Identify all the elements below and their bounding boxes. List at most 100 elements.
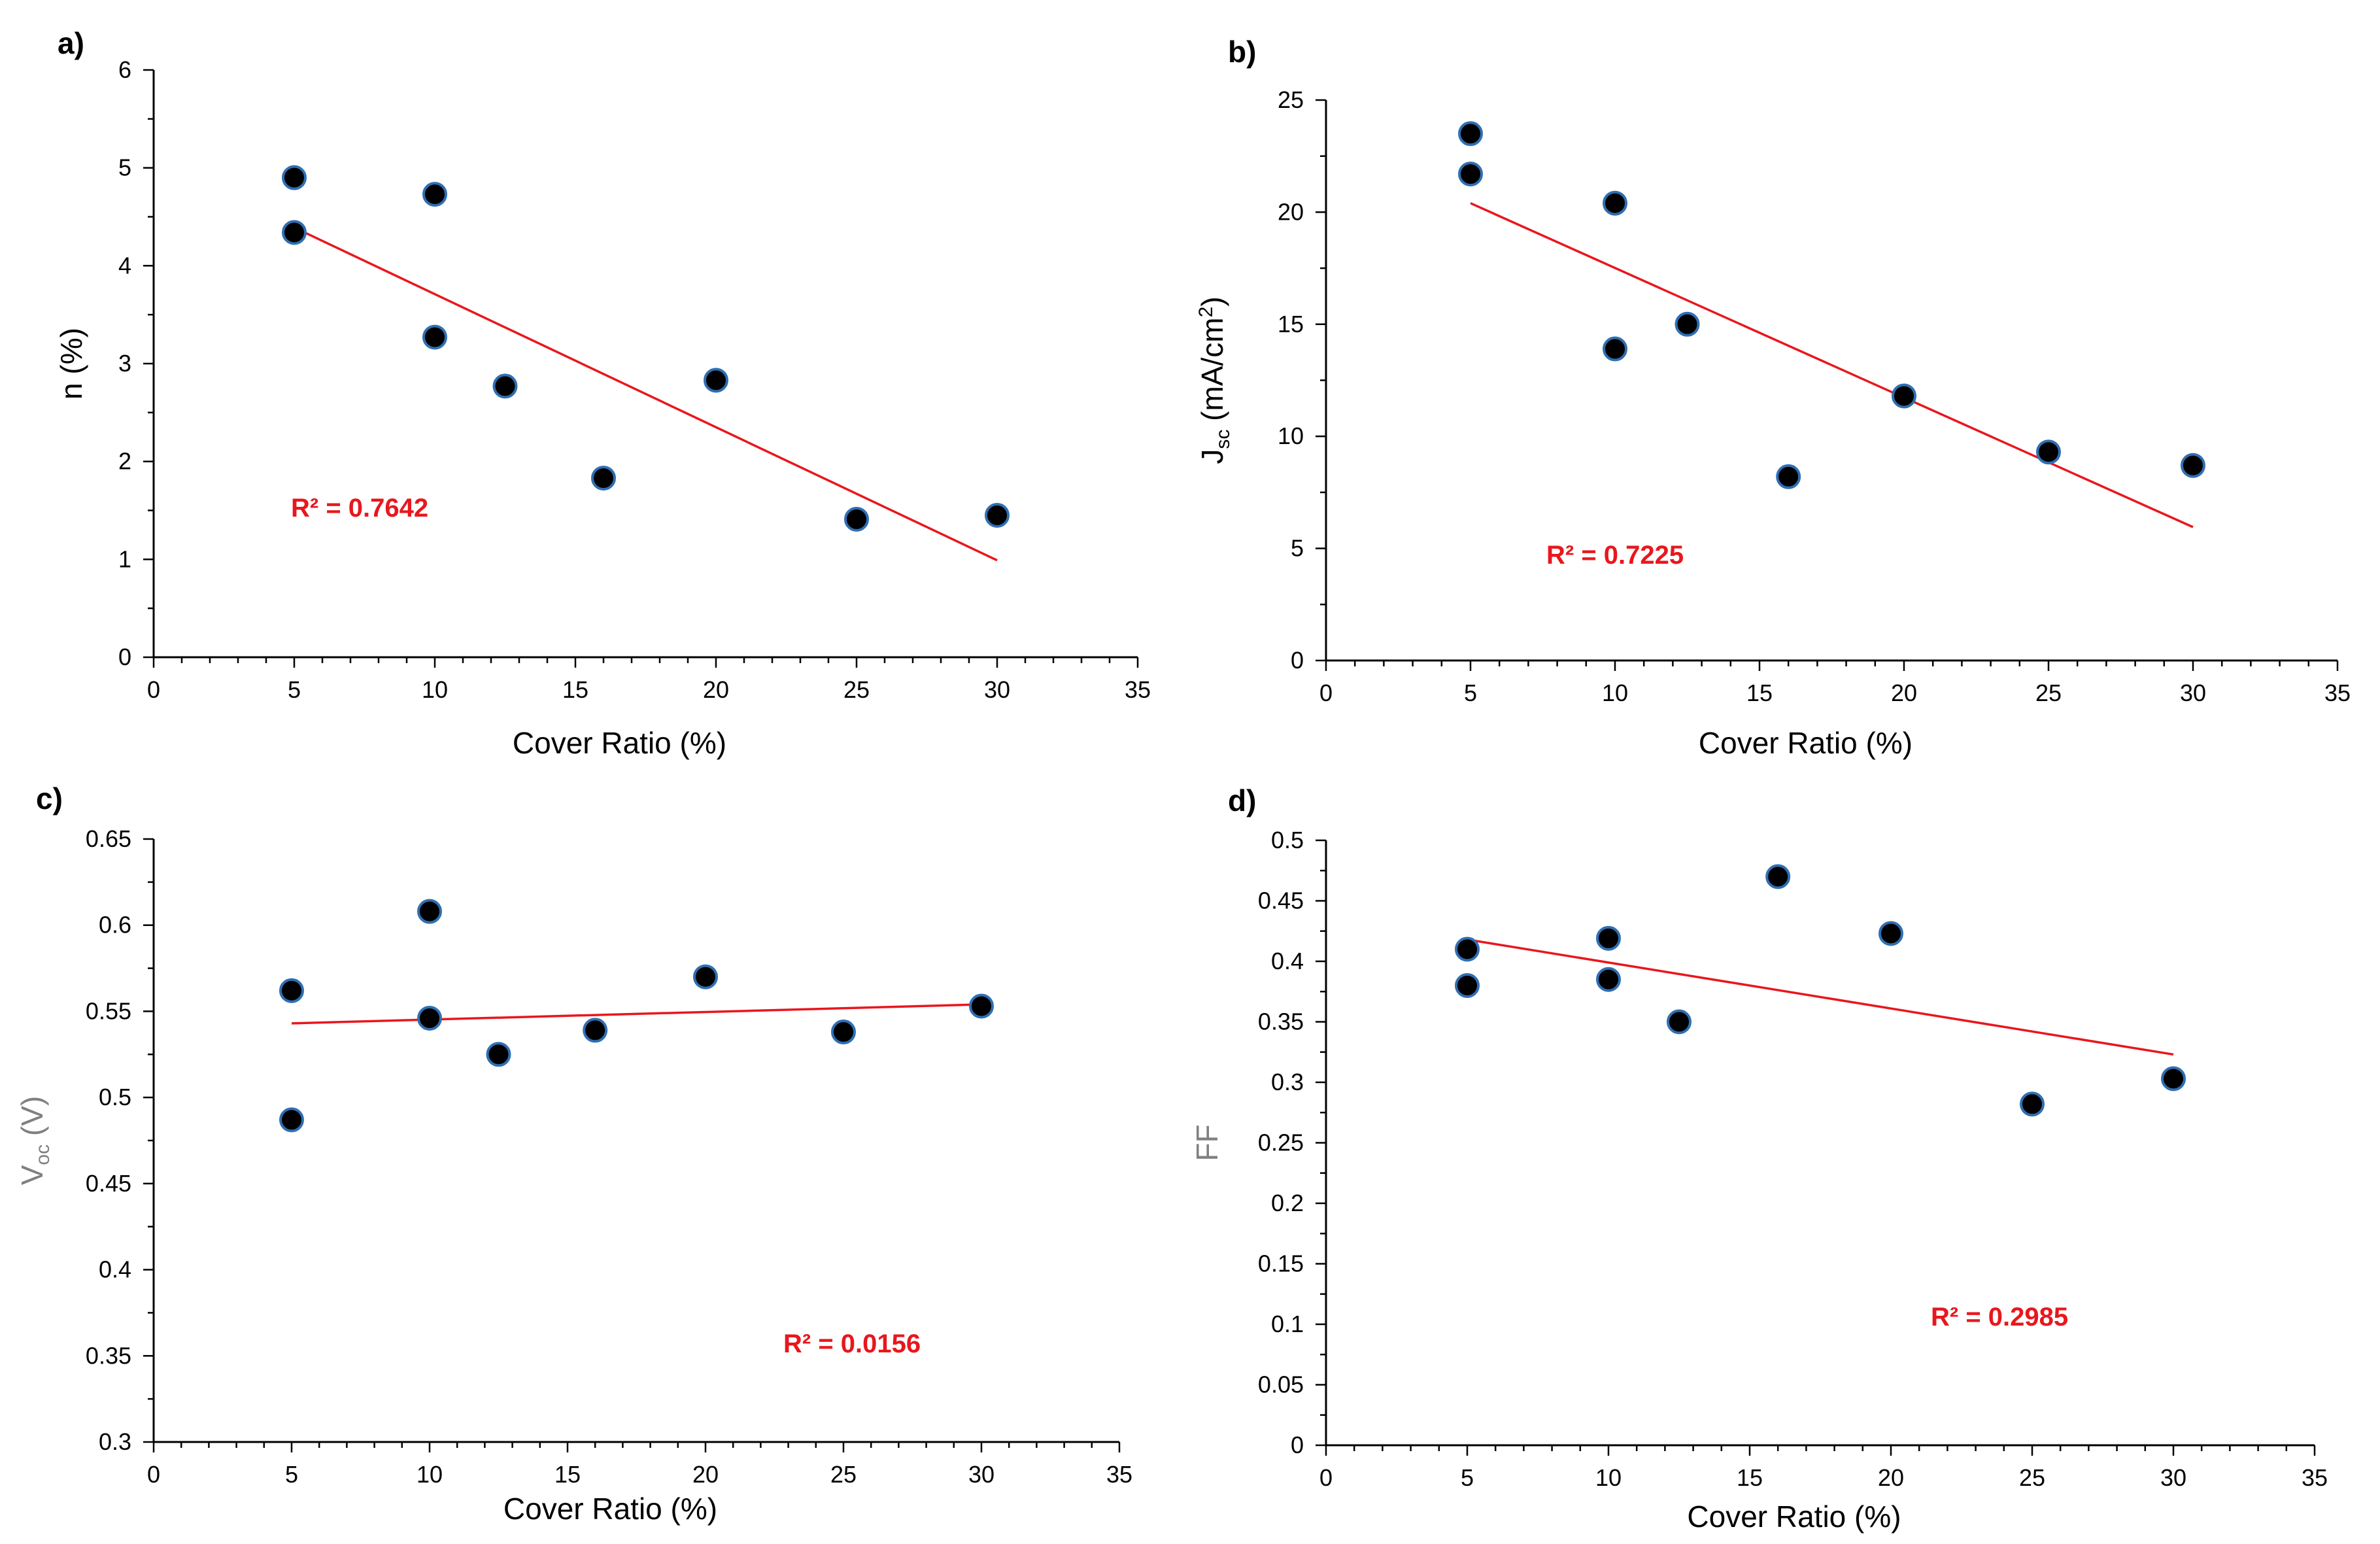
data-point: [591, 466, 616, 491]
y-tick-label: 2: [118, 448, 131, 475]
x-tick-label: 15: [562, 676, 588, 703]
panel-label: c): [36, 781, 63, 815]
panel-label: a): [58, 26, 84, 60]
y-tick-label: 0: [1291, 647, 1304, 674]
data-point: [693, 964, 718, 989]
x-axis-label: Cover Ratio (%): [1699, 726, 1912, 760]
data-point: [417, 899, 442, 924]
y-tick-label: 0: [1291, 1432, 1304, 1458]
x-tick-label: 30: [984, 676, 1010, 703]
y-axis-label: Voc (V): [15, 1096, 54, 1185]
x-tick-label: 35: [2324, 679, 2351, 706]
x-tick-label: 15: [1737, 1464, 1763, 1491]
y-tick-label: 0.4: [1271, 948, 1304, 974]
data-point: [1765, 864, 1791, 889]
data-point: [2020, 1091, 2045, 1117]
x-tick-label: 5: [1464, 679, 1477, 706]
x-tick-label: 10: [1602, 679, 1628, 706]
x-tick-label: 35: [2302, 1464, 2328, 1491]
y-tick-label: 0.65: [86, 825, 131, 852]
data-point: [969, 993, 994, 1019]
x-tick-label: 0: [147, 1461, 160, 1488]
y-tick-label: 0.4: [99, 1256, 131, 1283]
y-tick-label: 0.55: [86, 997, 131, 1024]
chart-panel-2: 0 5 10 15 20 25 30 35 0 5 10 15 20 25 b) R² = 0.7225 Cov…: [1195, 35, 2351, 760]
data-point: [1667, 1009, 1692, 1035]
data-point: [1878, 921, 1903, 946]
r-squared-label: R² = 0.0156: [783, 1330, 921, 1358]
y-tick-label: 0.5: [1271, 827, 1304, 853]
y-tick-label: 1: [118, 545, 131, 572]
data-point: [422, 324, 447, 350]
data-point: [704, 368, 728, 393]
y-tick-label: 4: [118, 252, 131, 279]
y-tick-label: 0.3: [1271, 1069, 1304, 1095]
x-tick-label: 5: [285, 1461, 298, 1488]
x-tick-label: 0: [1319, 1464, 1333, 1491]
data-point: [1892, 383, 1916, 409]
data-point: [492, 373, 518, 399]
data-point: [583, 1018, 608, 1043]
y-tick-label: 5: [1291, 535, 1304, 562]
data-point: [2161, 1066, 2186, 1091]
data-point: [1455, 973, 1480, 998]
data-point: [1603, 336, 1627, 362]
y-tick-label: 0.2: [1271, 1190, 1304, 1216]
x-tick-label: 20: [703, 676, 729, 703]
data-point: [417, 1005, 442, 1031]
y-tick-label: 0.35: [86, 1342, 131, 1369]
y-axis-label: n (%): [54, 328, 88, 400]
x-tick-label: 30: [2180, 679, 2206, 706]
y-axis-label: Jsc (mA/cm2): [1195, 296, 1234, 464]
data-point: [1596, 967, 1621, 992]
r-squared-label: R² = 0.2985: [1931, 1303, 2068, 1331]
x-tick-label: 5: [1461, 1464, 1474, 1491]
data-point: [1674, 311, 1700, 337]
data-point: [279, 978, 304, 1003]
data-point: [844, 506, 869, 532]
y-tick-label: 3: [118, 350, 131, 377]
y-tick-label: 0.3: [99, 1428, 131, 1455]
trendline: [294, 226, 998, 562]
data-point: [2181, 453, 2205, 478]
x-axis-label: Cover Ratio (%): [513, 726, 726, 760]
y-tick-label: 0.15: [1258, 1250, 1304, 1277]
data-point: [282, 220, 307, 245]
y-tick-label: 20: [1278, 198, 1304, 225]
x-tick-label: 25: [2035, 679, 2062, 706]
r-squared-label: R² = 0.7225: [1546, 541, 1684, 570]
x-tick-label: 10: [1595, 1464, 1622, 1491]
y-tick-label: 0.5: [99, 1084, 131, 1110]
y-tick-label: 0.45: [1258, 887, 1304, 914]
r-squared-label: R² = 0.7642: [291, 494, 428, 523]
chart-panel-4: 0 5 10 15 20 25 30 35 0 0.05 0.1 0.15 0.2 0.25 0.3 0.35…: [1190, 783, 2328, 1534]
y-tick-label: 10: [1278, 422, 1304, 449]
x-tick-label: 15: [554, 1461, 581, 1488]
x-tick-label: 35: [1106, 1461, 1132, 1488]
x-tick-label: 20: [692, 1461, 719, 1488]
data-point: [1455, 936, 1480, 962]
x-tick-label: 30: [968, 1461, 994, 1488]
y-tick-label: 0.6: [99, 912, 131, 938]
data-point: [1596, 925, 1621, 951]
panel-label: b): [1228, 35, 1256, 69]
y-tick-label: 0.1: [1271, 1311, 1304, 1337]
y-tick-label: 0.25: [1258, 1129, 1304, 1156]
x-tick-label: 25: [2019, 1464, 2045, 1491]
data-point: [279, 1107, 304, 1133]
chart-panel-1: 0 5 10 15 20 25 30 35 0 1 2 3 4 5 6 a) R² = 0.7642 Cover …: [54, 26, 1151, 760]
y-tick-label: 0: [118, 643, 131, 670]
y-axis-label: FF: [1190, 1124, 1224, 1161]
x-axis-label: Cover Ratio (%): [1687, 1500, 1901, 1534]
data-point: [985, 502, 1010, 528]
trendline: [1467, 938, 2174, 1056]
panel-label: d): [1228, 783, 1256, 817]
y-tick-label: 0.35: [1258, 1008, 1304, 1035]
trendline: [1470, 202, 2194, 528]
x-tick-label: 25: [830, 1461, 857, 1488]
x-axis-label: Cover Ratio (%): [503, 1492, 717, 1526]
x-tick-label: 0: [147, 676, 160, 703]
trendline: [291, 1003, 982, 1025]
y-tick-label: 15: [1278, 311, 1304, 337]
